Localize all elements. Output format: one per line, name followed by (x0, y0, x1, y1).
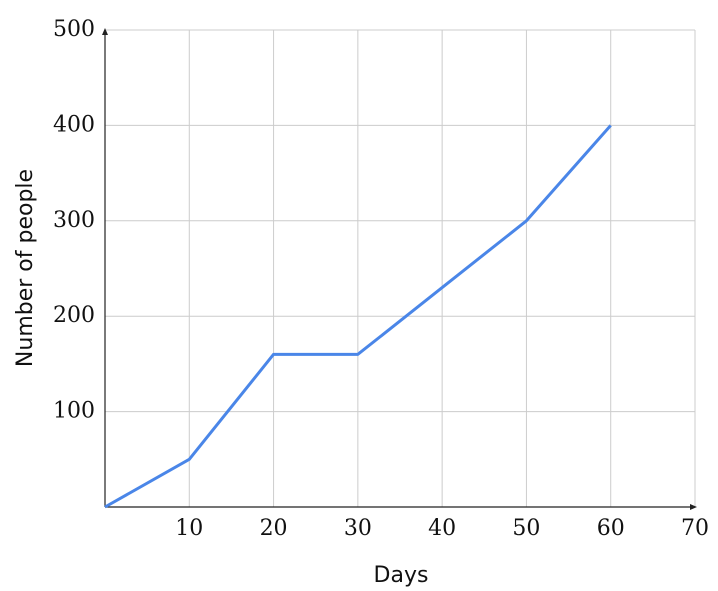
data-line (104, 124, 612, 509)
x-axis-label: Days (374, 563, 429, 588)
x-tick-label: 20 (260, 516, 288, 541)
y-axis-label: Number of people (13, 169, 38, 367)
y-axis-arrow (102, 28, 108, 35)
y-tick-label: 100 (53, 399, 95, 424)
x-tick-label: 50 (512, 516, 540, 541)
y-tick-label: 500 (53, 17, 95, 42)
y-tick-label: 400 (53, 112, 95, 137)
x-tick-label: 70 (681, 516, 709, 541)
y-tick-label: 300 (53, 208, 95, 233)
y-tick-label: 200 (53, 303, 95, 328)
x-tick-label: 40 (428, 516, 456, 541)
x-tick-label: 30 (344, 516, 372, 541)
x-tick-label: 60 (597, 516, 625, 541)
x-axis-arrow (690, 504, 697, 510)
x-tick-label: 10 (175, 516, 203, 541)
